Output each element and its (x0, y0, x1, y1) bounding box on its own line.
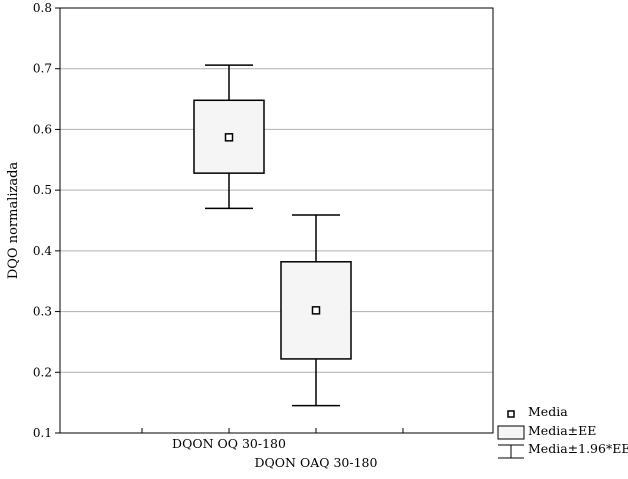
legend: Media Media±EE Media±1.96*EE (497, 404, 628, 459)
x-category-label-1: DQON OAQ 30-180 (255, 455, 378, 470)
legend-label-2: Media±1.96*EE (528, 441, 628, 456)
y-axis: 0.1 0.2 0.3 0.4 0.5 0.6 0.7 0.8 (33, 1, 60, 440)
x-category-label-0: DQON OQ 30-180 (172, 436, 286, 451)
y-tick-label-1: 0.2 (33, 365, 52, 379)
legend-marker-symbol (507, 410, 515, 418)
y-tick-label-7: 0.8 (33, 1, 52, 15)
legend-item-2: Media±1.96*EE (498, 441, 628, 459)
x-axis-category-labels: DQON OQ 30-180 DQON OAQ 30-180 (172, 436, 377, 470)
legend-label-0: Media (528, 404, 568, 419)
legend-label-1: Media±EE (528, 423, 596, 438)
plot-frame (59, 7, 494, 434)
mean-marker-0 (224, 133, 234, 142)
y-tick-label-2: 0.3 (33, 305, 52, 319)
box-group-1 (280, 214, 352, 407)
plot-border (59, 7, 494, 434)
y-tick-label-5: 0.6 (33, 122, 52, 136)
box-group-0 (193, 64, 265, 210)
y-axis-label: DQO normalizada (6, 162, 21, 280)
legend-box-symbol (497, 425, 525, 440)
legend-item-1: Media±EE (497, 423, 596, 440)
x-axis-ticks (141, 428, 404, 433)
y-tick-label-0: 0.1 (33, 426, 52, 440)
legend-item-0: Media (507, 404, 568, 419)
y-tick-label-3: 0.4 (33, 244, 52, 258)
y-tick-label-6: 0.7 (33, 62, 52, 76)
mean-marker-1 (311, 306, 321, 315)
y-tick-label-4: 0.5 (33, 183, 52, 197)
grid-lines (60, 68, 493, 373)
boxes (193, 64, 352, 407)
